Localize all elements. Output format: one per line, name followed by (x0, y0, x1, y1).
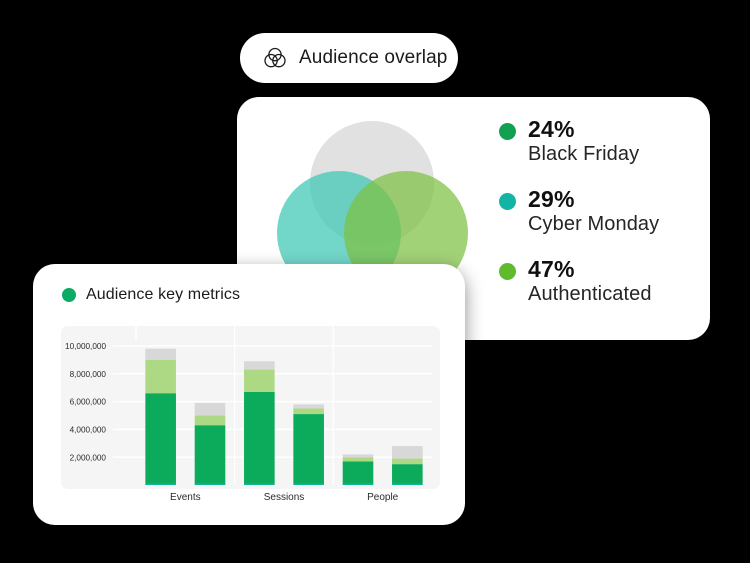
legend-label: Black Friday (528, 142, 640, 165)
audience-overlap-pill-label: Audience overlap (299, 47, 448, 68)
audience-overlap-pill[interactable]: Audience overlap (240, 33, 458, 83)
svg-text:2,000,000: 2,000,000 (70, 453, 107, 462)
legend-label: Cyber Monday (528, 212, 660, 235)
svg-text:4,000,000: 4,000,000 (70, 426, 107, 435)
legend-percent: 24% (528, 116, 575, 142)
svg-text:10,000,000: 10,000,000 (65, 342, 106, 351)
legend-dot-black-friday (499, 123, 516, 140)
svg-text:6,000,000: 6,000,000 (70, 398, 107, 407)
metrics-card-title-label: Audience key metrics (86, 286, 241, 303)
x-axis-tick-label: Sessions (263, 492, 305, 503)
bar-chart-x-axis: Events Sessions People (61, 492, 440, 508)
metrics-title-dot-icon (62, 288, 76, 302)
legend-percent: 47% (528, 256, 575, 283)
legend-percent: 29% (528, 186, 575, 213)
venn-three-circles-icon (262, 45, 288, 71)
legend-dot-cyber-monday (499, 193, 516, 211)
svg-text:8,000,000: 8,000,000 (70, 370, 107, 379)
metrics-card-title: Audience key metrics (62, 286, 240, 304)
legend-item: 29% Cyber Monday (499, 186, 704, 235)
legend-label: Authenticated (528, 283, 652, 306)
audience-key-metrics-card: Audience key metrics 2,000,000 4,000,000 6… (33, 264, 465, 525)
x-axis-tick-label: People (367, 492, 399, 503)
legend-dot-authenticated (499, 263, 516, 281)
legend-item: 24% Black Friday (499, 116, 704, 165)
overlap-legend: 24% Black Friday 29% Cyber Monday 47% Au… (499, 116, 704, 306)
x-axis-tick-label: Events (170, 492, 201, 503)
legend-item: 47% Authenticated (499, 256, 704, 306)
bar-chart-plot-area: 2,000,000 4,000,000 6,000,000 8,000,000 10,0… (61, 326, 440, 489)
